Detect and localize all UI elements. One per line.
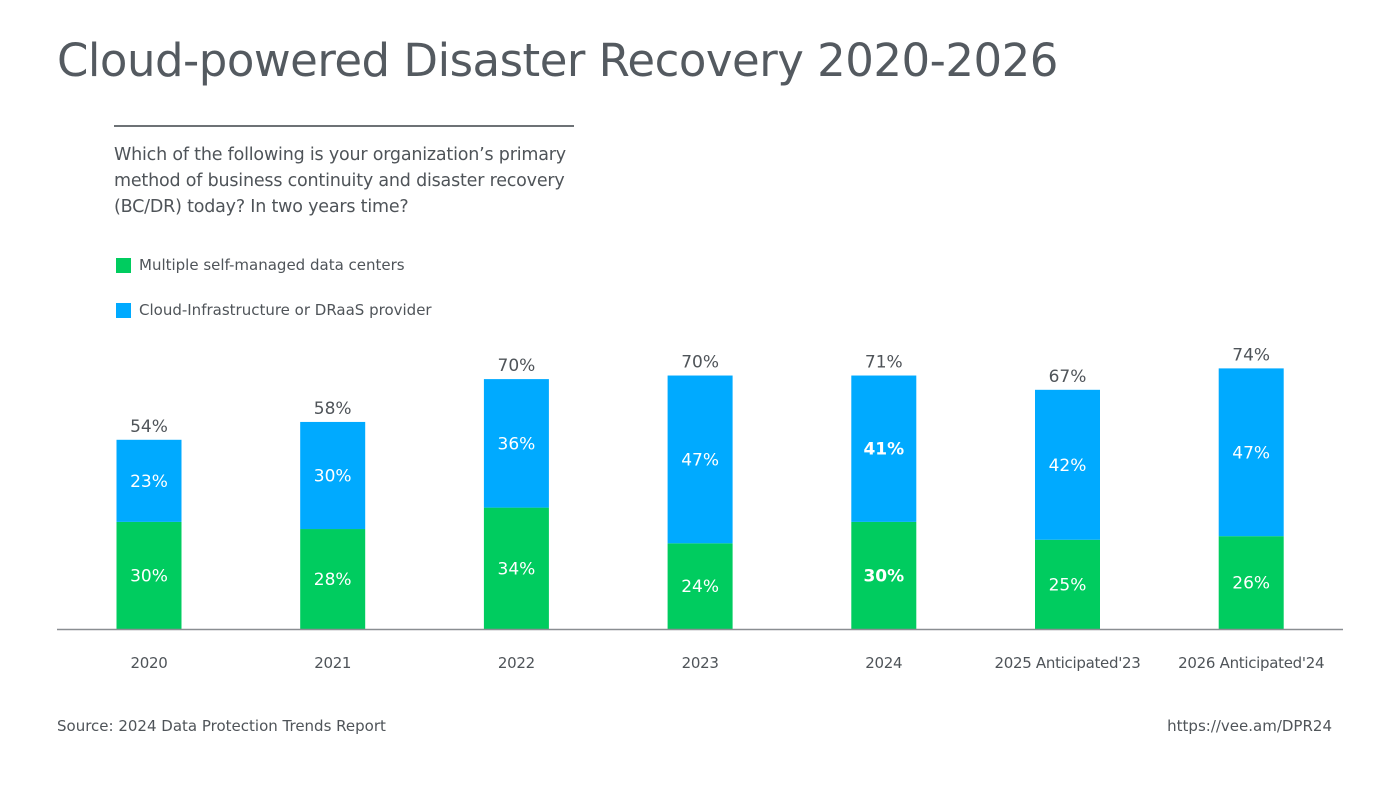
bar-segment-self-managed [667,543,733,629]
legend-item-self-managed: Multiple self-managed data centers [116,256,405,274]
legend-swatch-green [116,257,131,273]
title-divider [114,125,574,127]
total-value-label: 70% [681,353,719,373]
segment-value-label: 26% [1232,574,1270,594]
segment-value-label: 41% [863,440,904,460]
segment-value-label: 36% [498,434,536,454]
segment-value-label: 30% [314,466,352,486]
bar-segment-cloud [851,375,917,522]
segment-value-label: 25% [1049,575,1087,595]
legend-swatch-blue [116,302,131,318]
x-axis-tick-label: 2024 [865,654,902,672]
legend-label: Multiple self-managed data centers [139,256,405,274]
bar-segment-self-managed [116,521,182,629]
segment-value-label: 34% [498,559,536,579]
chart-title: Cloud-powered Disaster Recovery 2020-202… [57,34,1058,87]
bar-segment-cloud [300,421,366,530]
bar-segment-self-managed [1035,539,1100,629]
x-axis-tick-label: 2022 [498,654,535,672]
bar-segment-self-managed [483,507,549,629]
bar-segment-self-managed [300,529,366,629]
segment-value-label: 23% [130,472,168,492]
total-value-label: 54% [130,417,168,437]
segment-value-label: 30% [863,566,904,586]
total-value-label: 58% [314,399,352,419]
bar-segment-cloud [1218,368,1284,537]
total-value-label: 70% [498,356,536,376]
legend-label: Cloud-Infrastructure or DRaaS provider [139,301,432,319]
bar-segment-cloud [483,379,549,508]
survey-question: Which of the following is your organizat… [114,145,566,217]
x-axis-tick-label: 2023 [682,654,719,672]
total-value-label: 74% [1232,345,1270,365]
legend-item-cloud: Cloud-Infrastructure or DRaaS provider [116,301,432,319]
total-value-label: 67% [1049,367,1087,387]
bar-segment-cloud [1035,389,1100,540]
total-value-label: 71% [865,353,903,373]
bar-segment-self-managed [851,521,917,629]
x-axis-tick-label: 2025 Anticipated'23 [994,654,1140,672]
bar-segment-cloud [667,375,733,544]
segment-value-label: 47% [681,450,719,470]
source-note: Source: 2024 Data Protection Trends Repo… [57,717,386,735]
source-link[interactable]: https://vee.am/DPR24 [1167,717,1332,735]
x-axis-tick-label: 2020 [131,654,168,672]
segment-value-label: 24% [681,577,719,597]
segment-value-label: 42% [1049,456,1087,476]
x-axis-tick-label: 2026 Anticipated'24 [1178,654,1324,672]
segment-value-label: 28% [314,570,352,590]
bar-segment-self-managed [1218,536,1284,629]
x-axis-tick-label: 2021 [314,654,351,672]
bar-segment-cloud [116,439,182,522]
segment-value-label: 30% [130,566,168,586]
segment-value-label: 47% [1232,443,1270,463]
